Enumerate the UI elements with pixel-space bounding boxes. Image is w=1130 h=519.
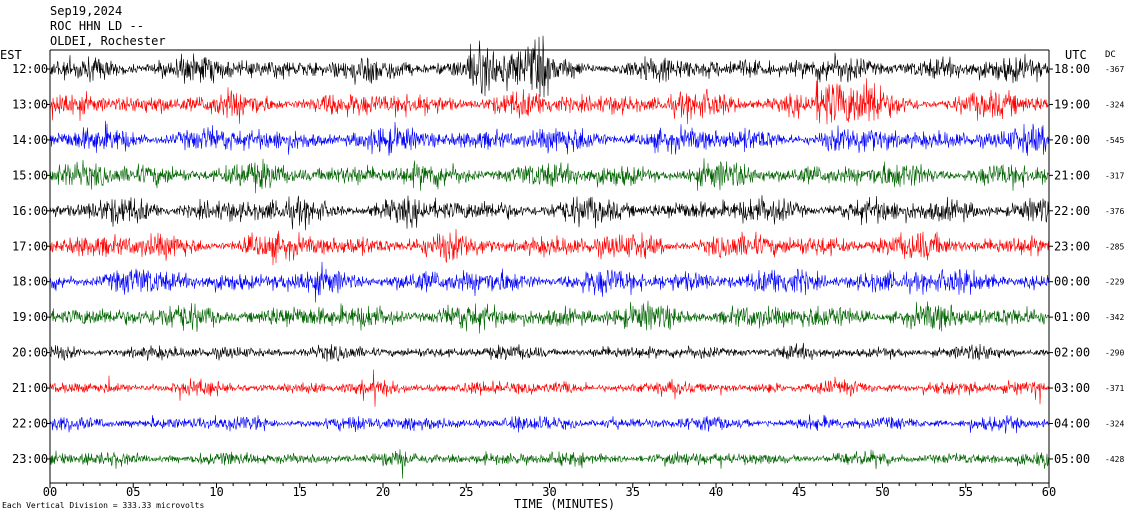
est-hour-label: 12:00: [12, 62, 48, 76]
x-tick-label: 45: [792, 485, 806, 499]
x-tick-label: 20: [376, 485, 390, 499]
est-hour-label: 17:00: [12, 239, 48, 253]
trace-line-1400: [49, 120, 1050, 156]
dc-offset-value: -371: [1105, 384, 1124, 393]
x-tick-label: 30: [542, 485, 556, 499]
est-hour-label: 18:00: [12, 275, 48, 289]
utc-hour-label: 20:00: [1054, 133, 1090, 147]
dc-column-label: DC: [1105, 50, 1116, 60]
header-station: ROC HHN LD --: [50, 19, 144, 33]
est-hour-label: 14:00: [12, 133, 48, 147]
trace-line-1600: [49, 195, 1050, 231]
x-tick-label: 60: [1042, 485, 1056, 499]
trace-line-2300: [49, 449, 1050, 479]
x-tick-label: 50: [875, 485, 889, 499]
dc-offset-value: -285: [1105, 242, 1124, 251]
trace-line-1800: [49, 261, 1050, 303]
dc-offset-value: -342: [1105, 313, 1124, 322]
dc-offset-value: -367: [1105, 65, 1124, 74]
x-tick-label: 40: [709, 485, 723, 499]
trace-line-1500: [49, 158, 1050, 194]
trace-line-1300: [49, 70, 1050, 125]
x-tick-label: 10: [209, 485, 223, 499]
est-hour-label: 16:00: [12, 204, 48, 218]
plot-frame: [46, 49, 1053, 488]
header-date: Sep19,2024: [50, 4, 123, 18]
est-hour-label: 23:00: [12, 452, 48, 466]
trace-line-2000: [49, 342, 1050, 362]
x-tick-label: 00: [43, 485, 57, 499]
x-tick-label: 35: [626, 485, 640, 499]
utc-hour-label: 05:00: [1054, 452, 1090, 466]
axis-labels: 12:00 18:00 -367 13:00 19:00 -324 14:00 20:00 -5…: [12, 62, 1124, 499]
dc-offset-value: -324: [1105, 420, 1124, 429]
utc-hour-label: 18:00: [1054, 62, 1090, 76]
est-hour-label: 15:00: [12, 168, 48, 182]
utc-hour-label: 19:00: [1054, 97, 1090, 111]
trace-line-2200: [49, 414, 1050, 434]
utc-hour-label: 04:00: [1054, 417, 1090, 431]
utc-hour-label: 00:00: [1054, 275, 1090, 289]
dc-offset-value: -376: [1105, 207, 1124, 216]
x-tick-label: 05: [126, 485, 140, 499]
dc-offset-value: -317: [1105, 171, 1124, 180]
dc-offset-value: -229: [1105, 278, 1124, 287]
scale-note: Each Vertical Division = 333.33 microvol…: [2, 501, 205, 510]
dc-offset-value: -324: [1105, 100, 1124, 109]
x-tick-label: 55: [959, 485, 973, 499]
left-timezone-label: EST: [0, 48, 22, 62]
dc-offset-value: -290: [1105, 349, 1124, 358]
trace-line-1700: [49, 228, 1050, 266]
est-hour-label: 19:00: [12, 310, 48, 324]
trace-line-2100: [49, 369, 1050, 407]
x-axis-title: TIME (MINUTES): [514, 497, 616, 511]
utc-hour-label: 03:00: [1054, 381, 1090, 395]
dc-offset-value: -428: [1105, 455, 1124, 464]
utc-hour-label: 01:00: [1054, 310, 1090, 324]
est-hour-label: 13:00: [12, 97, 48, 111]
est-hour-label: 22:00: [12, 417, 48, 431]
x-tick-label: 15: [293, 485, 307, 499]
header-location: OLDEI, Rochester: [50, 34, 166, 48]
est-hour-label: 20:00: [12, 346, 48, 360]
utc-hour-label: 02:00: [1054, 346, 1090, 360]
utc-hour-label: 23:00: [1054, 239, 1090, 253]
utc-hour-label: 21:00: [1054, 168, 1090, 182]
trace-line-1200: [49, 35, 1050, 98]
utc-hour-label: 22:00: [1054, 204, 1090, 218]
x-tick-label: 25: [459, 485, 473, 499]
trace-group: [49, 35, 1050, 479]
dc-offset-value: -545: [1105, 136, 1124, 145]
trace-line-1900: [49, 300, 1050, 334]
right-timezone-label: UTC: [1065, 48, 1087, 62]
est-hour-label: 21:00: [12, 381, 48, 395]
